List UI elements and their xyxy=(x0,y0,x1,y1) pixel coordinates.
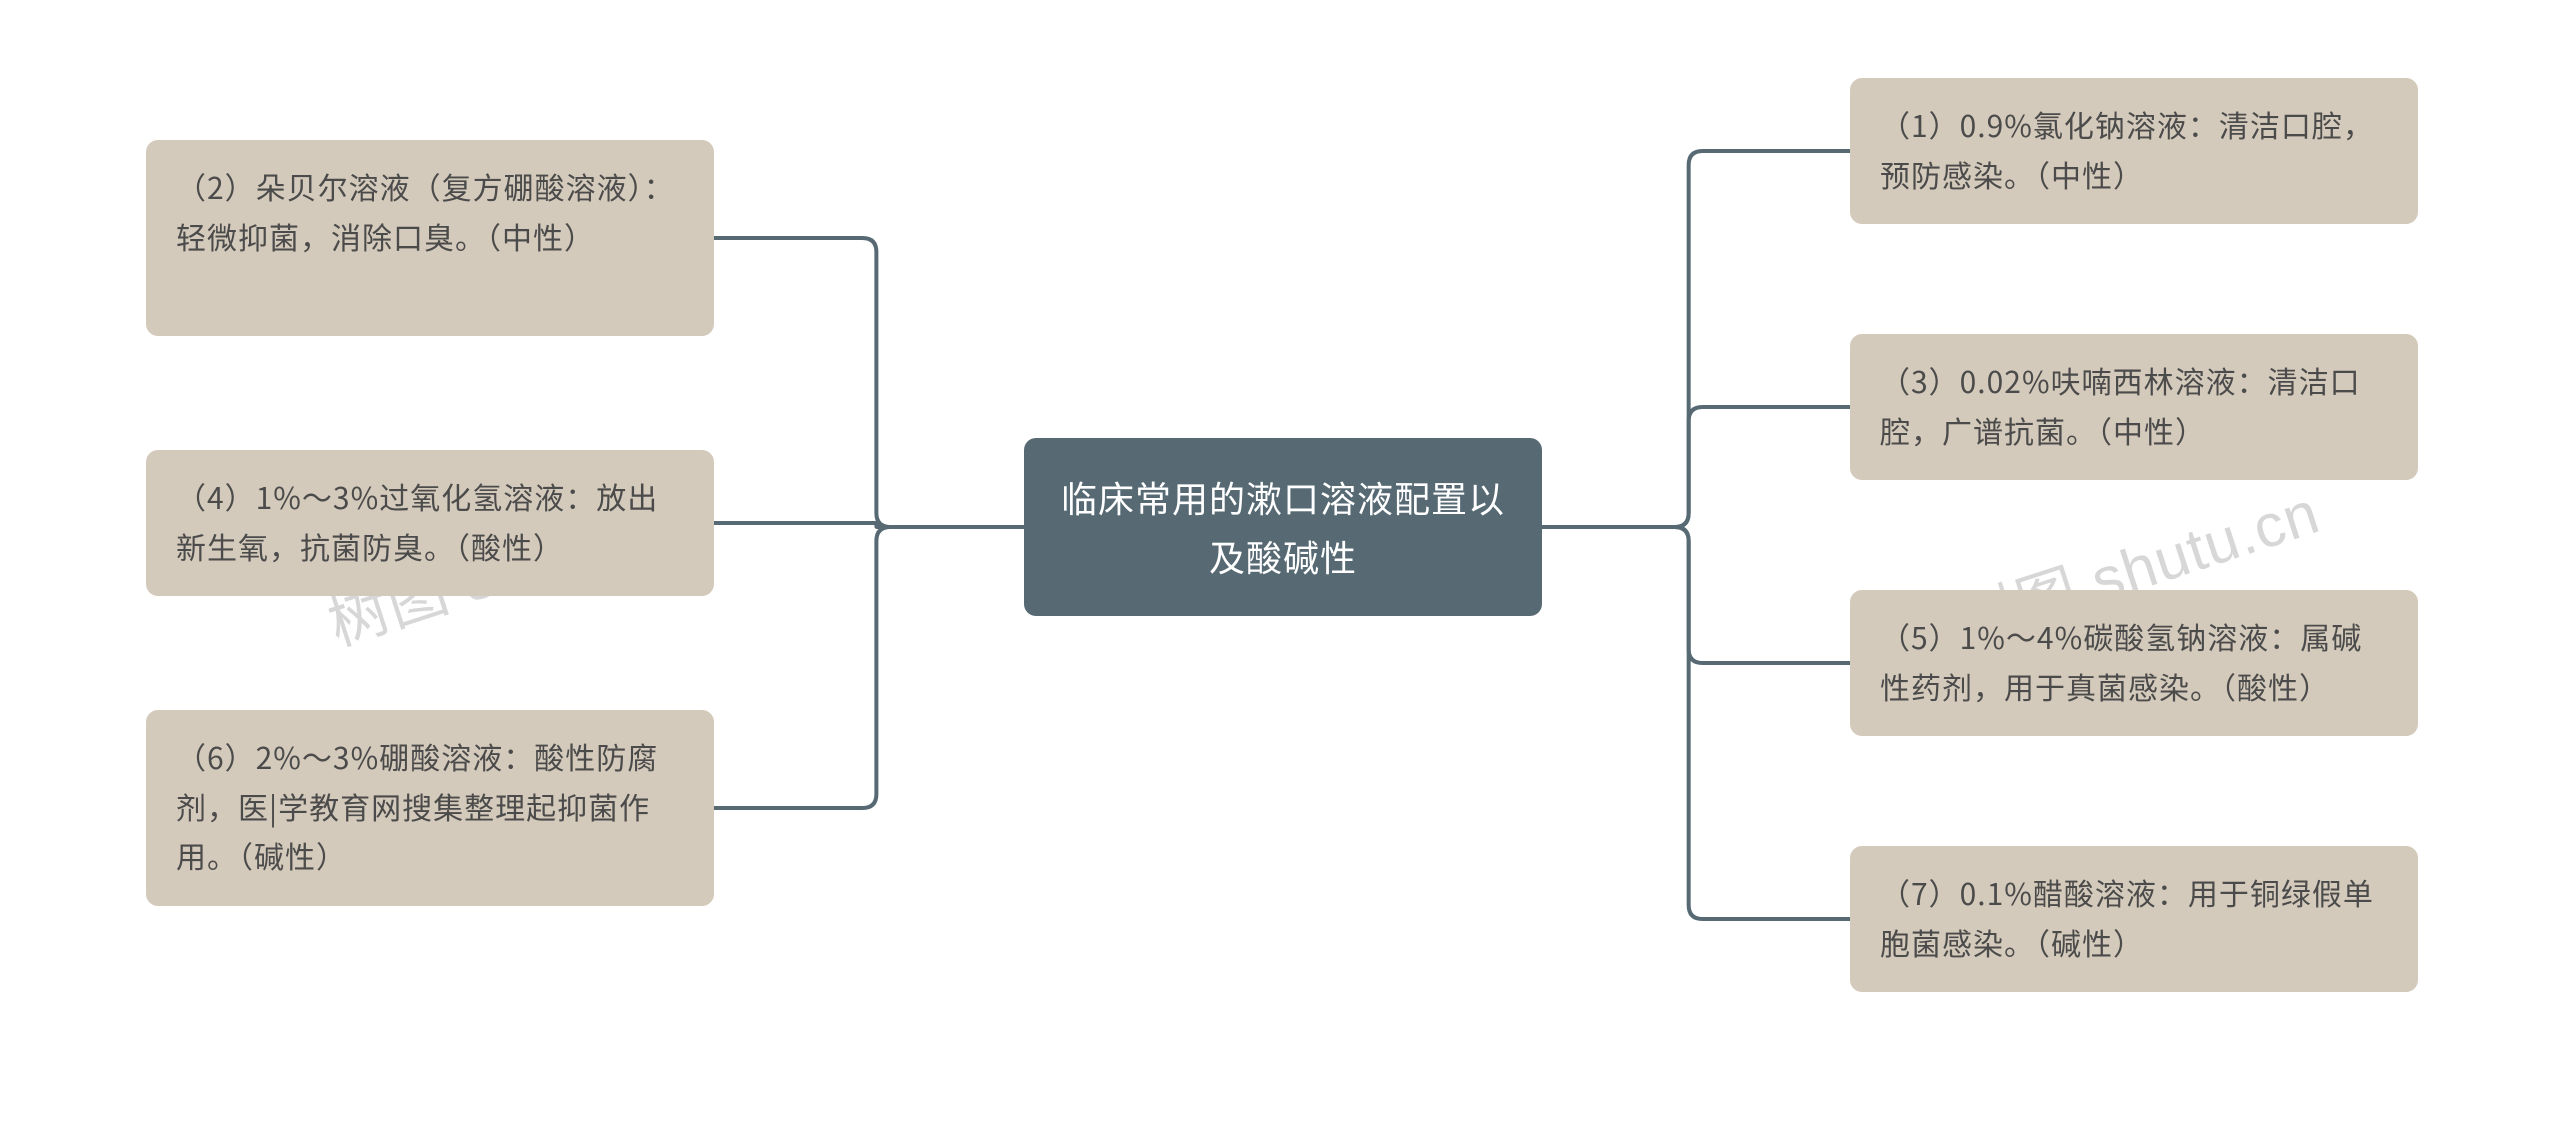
leaf-node-n5: （5）1%～4%碳酸氢钠溶液：属碱性药剂，用于真菌感染。（酸性） xyxy=(1850,590,2418,736)
leaf-node-text-n7: （7）0.1%醋酸溶液：用于铜绿假单胞菌感染。（碱性） xyxy=(1880,870,2374,964)
leaf-node-n1: （1）0.9%氯化钠溶液：清洁口腔，预防感染。（中性） xyxy=(1850,78,2418,224)
center-node: 临床常用的漱口溶液配置以及酸碱性 xyxy=(1024,438,1542,616)
leaf-node-text-n2: （2）朵贝尔溶液（复方硼酸溶液）：轻微抑菌，消除口臭。（中性） xyxy=(176,164,675,258)
center-node-text: 临床常用的漱口溶液配置以及酸碱性 xyxy=(1054,468,1512,587)
leaf-node-n2: （2）朵贝尔溶液（复方硼酸溶液）：轻微抑菌，消除口臭。（中性） xyxy=(146,140,714,336)
leaf-node-n4: （4）1%～3%过氧化氢溶液：放出新生氧，抗菌防臭。（酸性） xyxy=(146,450,714,596)
leaf-node-n7: （7）0.1%醋酸溶液：用于铜绿假单胞菌感染。（碱性） xyxy=(1850,846,2418,992)
mindmap-canvas: 临床常用的漱口溶液配置以及酸碱性 树图 shutu.cn 树图 shutu.cn… xyxy=(0,0,2560,1132)
leaf-node-text-n4: （4）1%～3%过氧化氢溶液：放出新生氧，抗菌防臭。（酸性） xyxy=(176,474,658,568)
leaf-node-text-n6: （6）2%～3%硼酸溶液：酸性防腐剂，医|学教育网搜集整理起抑菌作用。（碱性） xyxy=(176,734,658,877)
leaf-node-text-n3: （3）0.02%呋喃西林溶液：清洁口腔，广谱抗菌。（中性） xyxy=(1880,358,2361,452)
leaf-node-text-n5: （5）1%～4%碳酸氢钠溶液：属碱性药剂，用于真菌感染。（酸性） xyxy=(1880,614,2362,708)
leaf-node-n3: （3）0.02%呋喃西林溶液：清洁口腔，广谱抗菌。（中性） xyxy=(1850,334,2418,480)
leaf-node-text-n1: （1）0.9%氯化钠溶液：清洁口腔，预防感染。（中性） xyxy=(1880,102,2374,196)
leaf-node-n6: （6）2%～3%硼酸溶液：酸性防腐剂，医|学教育网搜集整理起抑菌作用。（碱性） xyxy=(146,710,714,906)
